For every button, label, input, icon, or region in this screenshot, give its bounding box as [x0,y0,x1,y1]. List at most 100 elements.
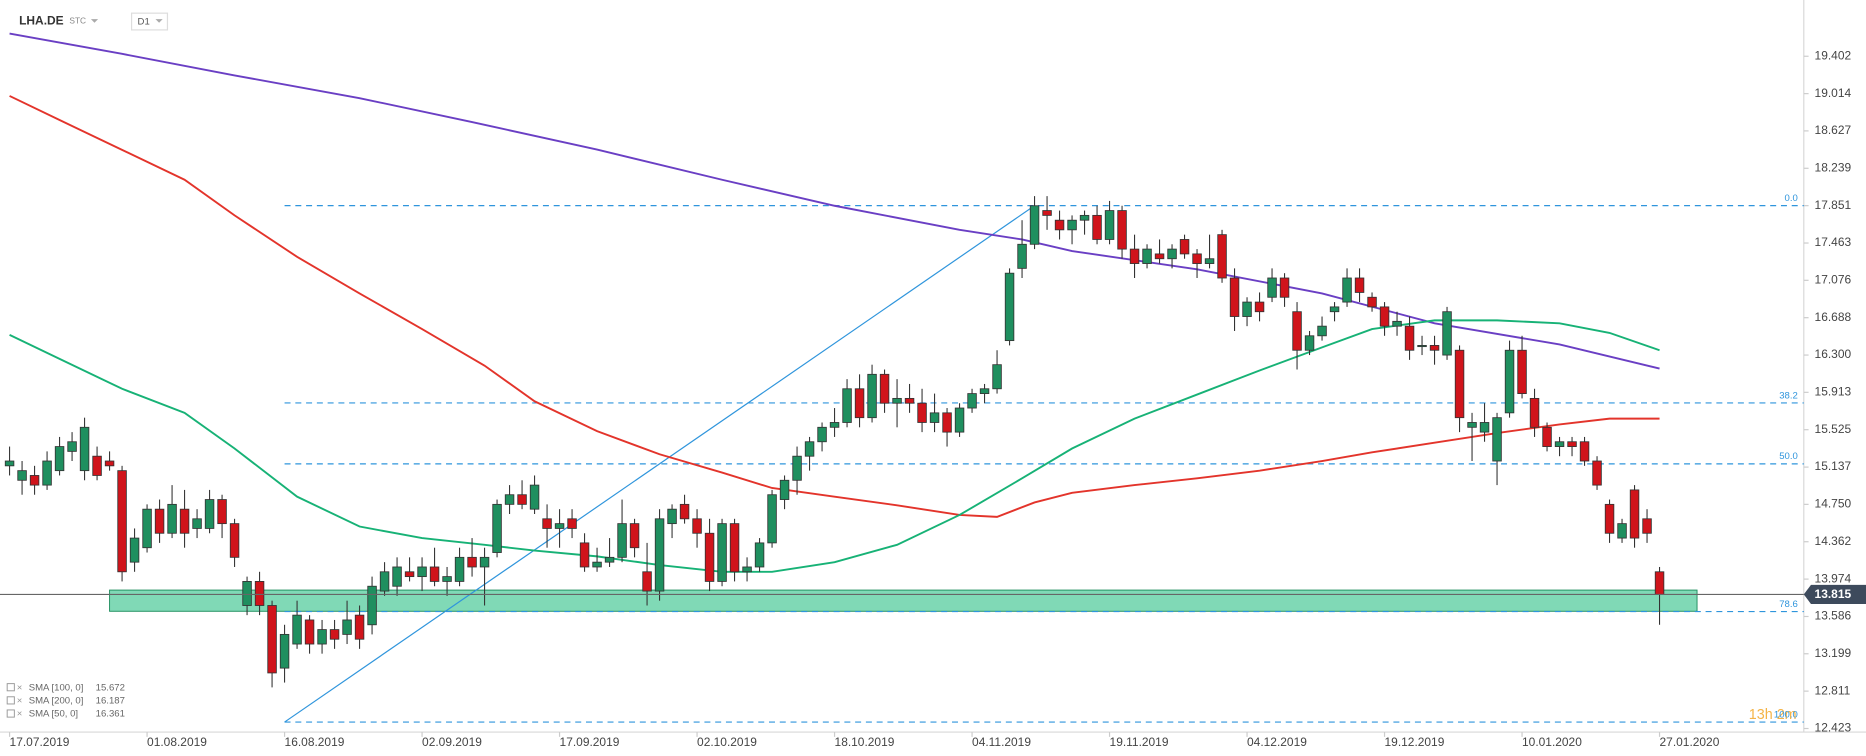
candle-body [1629,489,1640,539]
y-tick-label: 18.239 [1815,160,1852,174]
legend-icon [6,709,15,718]
y-tick-label: 13.199 [1815,646,1852,660]
candle-body [1579,441,1590,462]
candle-body [967,393,977,409]
dropdown-arrow[interactable] [155,19,163,23]
candle-body [567,518,577,529]
candle-body [1492,417,1502,462]
y-tick-label: 19.402 [1815,48,1852,62]
legend-name: SMA [200, 0] [29,696,84,707]
candle-body [179,508,190,534]
x-tick-label: 04.11.2019 [972,735,1031,749]
legend-name: SMA [50, 0] [29,709,78,720]
candle-body [467,556,477,568]
candle-body [1054,219,1065,231]
candle-body [1042,210,1052,216]
candle-body [117,470,127,573]
fib-label: 78.6 [1779,599,1798,610]
y-tick-label: 12.423 [1815,721,1852,735]
x-tick-label: 18.10.2019 [835,735,895,749]
candle-body [454,556,465,582]
x-tick-label: 16.08.2019 [285,735,345,749]
candle-body [929,412,940,423]
candle-body [17,470,27,481]
fib-trend-line [284,205,1035,723]
candle-body [79,426,90,472]
candle-body [1617,523,1627,539]
symbol[interactable]: LHA.DE [19,14,64,28]
candle-body [1142,248,1152,264]
candle-body [1654,571,1665,595]
candle-body [1529,397,1540,428]
candle-body [1592,460,1602,486]
candle-body [867,373,877,419]
candle-body [1017,243,1027,269]
candle-body [1504,349,1515,414]
candle-body [1067,219,1077,231]
candle-body [392,566,402,587]
candle-body [429,566,440,582]
candle-body [4,460,15,467]
candle-body [129,537,140,563]
x-tick-label: 04.12.2019 [1247,735,1307,749]
y-tick-label: 17.851 [1815,198,1852,212]
candle-body [667,508,677,525]
candle-body [642,571,652,592]
candle-body [1179,239,1190,255]
y-tick-label: 15.913 [1815,384,1852,398]
candle-body [942,412,952,433]
y-tick-label: 12.811 [1815,683,1851,697]
candle-body [404,571,415,578]
candle-body [1304,335,1315,351]
interval-box[interactable] [130,12,169,31]
legend-name: SMA [100, 0] [29,682,84,693]
candle-body [229,523,240,558]
sma-line [9,32,1660,370]
candle-body [479,556,490,568]
legend-value: 15.672 [96,682,125,693]
legend-close: × [17,709,23,720]
candle-body [842,388,852,423]
candle-body [1092,214,1102,240]
candle-body [1454,349,1465,419]
candle-body [1392,320,1402,327]
y-tick-label: 17.076 [1815,272,1852,286]
candle-body [217,499,227,525]
candle-body [517,494,527,505]
candle-body [579,542,590,568]
candle-body [1117,210,1127,250]
candle-body [629,523,640,549]
candle-body [154,508,165,534]
y-tick-label: 16.300 [1815,347,1852,361]
y-tick-label: 14.750 [1815,497,1852,511]
candle-body [854,388,865,419]
candle-body [729,523,740,573]
candle-body [1242,301,1252,317]
fib-label: 50.0 [1779,451,1798,462]
candle-body [604,556,615,563]
fib-label: 100.0 [1774,709,1798,720]
interval[interactable]: D1 [138,17,150,28]
candle-body [767,494,777,544]
timer: 13h 2m [1749,707,1797,723]
candle-body [417,566,427,578]
candle-body [142,508,152,549]
symbol-type[interactable]: STC [69,16,86,26]
candle-body [354,614,365,640]
y-tick-label: 15.525 [1815,422,1852,436]
candle-body [104,460,115,467]
candle-body [1404,325,1415,351]
legend-value: 16.361 [96,709,125,720]
candle-body [1354,277,1365,293]
candle-body [379,571,390,592]
candle-body [292,614,302,645]
dropdown-arrow[interactable] [90,19,99,23]
candle-body [329,629,340,640]
candle-body [1204,258,1215,264]
x-tick-label: 27.01.2020 [1660,735,1720,749]
candle-body [704,532,715,582]
x-tick-label: 10.01.2020 [1522,735,1582,749]
candle-body [304,619,315,645]
legend-value: 16.187 [96,696,125,707]
candle-body [529,484,540,510]
